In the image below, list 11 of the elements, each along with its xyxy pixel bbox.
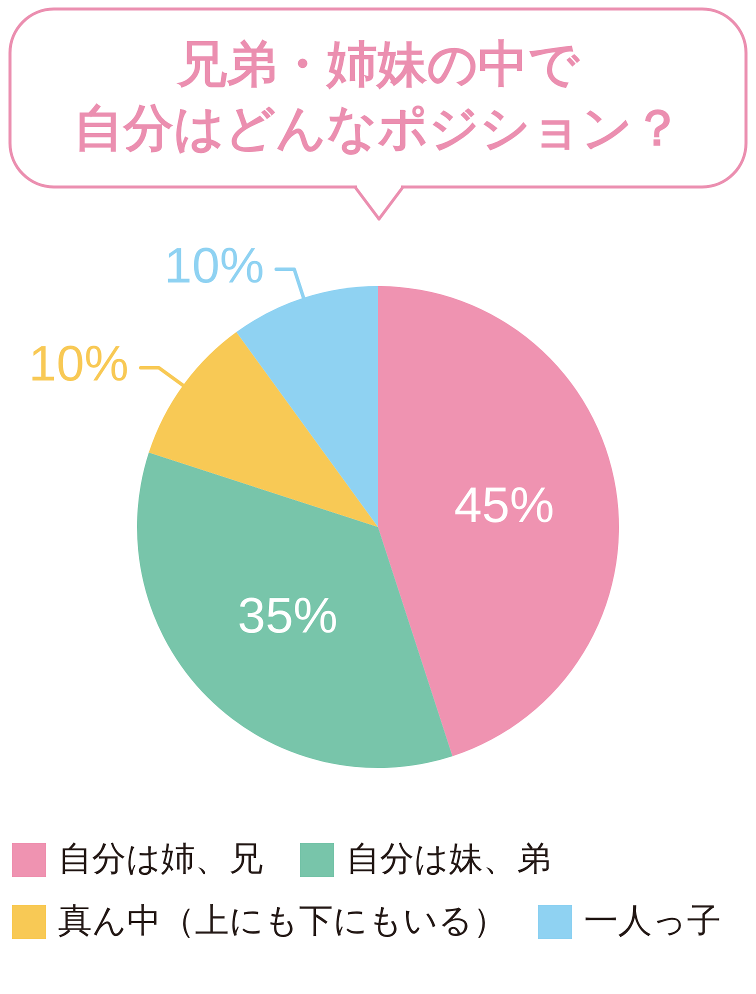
pie-slice bbox=[137, 452, 452, 768]
pie-slice bbox=[378, 286, 619, 756]
legend-label: 一人っ子 bbox=[584, 902, 721, 940]
legend-label: 自分は姉、兄 bbox=[58, 840, 263, 878]
data-label: 45% bbox=[454, 477, 554, 534]
data-label: 35% bbox=[238, 587, 338, 644]
chart-title: 兄弟・姉妹の中で自分はどんなポジション？ bbox=[74, 36, 682, 156]
data-label: 10% bbox=[28, 336, 129, 392]
legend-label: 自分は妹、弟 bbox=[346, 840, 551, 878]
legend-label: 真ん中（上にも下にもいる） bbox=[58, 902, 507, 940]
data-label: 10% bbox=[164, 237, 264, 294]
